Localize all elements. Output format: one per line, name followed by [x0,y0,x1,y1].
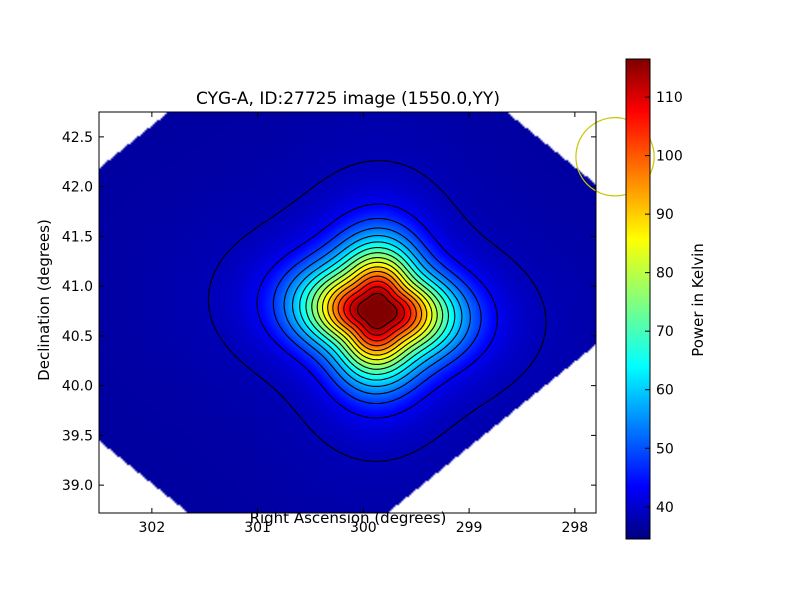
colorbar-ticks: 40 50 60 70 80 90 100 110 [645,90,683,516]
contour-line [332,270,423,352]
colorbar-tick-label: 100 [656,149,683,165]
x-tick-label: 298 [561,520,588,536]
plot-area: 302 301 300 299 298 39.0 39.5 40.0 40.5 41.0 41.5… [62,111,655,536]
y-axis-ticks: 39.0 39.5 40.0 40.5 41.0 41.5 42.0 42.5 [62,130,596,494]
contour-line [321,261,433,361]
contour-line [283,227,471,395]
colorbar-label: Power in Kelvin [689,243,707,357]
colorbar: 40 50 60 70 80 90 100 110 Power in Kelvin [625,58,707,540]
x-axis-label: Right Ascension (degrees) [250,509,447,527]
colorbar-tick-label: 110 [656,90,683,106]
y-tick-label: 42.5 [62,130,93,146]
x-tick-label: 300 [350,520,377,536]
y-tick-label: 39.5 [62,428,93,444]
colorbar-tick-label: 80 [656,266,674,282]
y-tick-label: 40.5 [62,329,93,345]
y-axis-label: Declination (degrees) [35,219,53,381]
colorbar-fill [625,58,651,540]
contour-line [356,292,398,330]
colorbar-tick-label: 90 [656,207,674,223]
contour-line [316,257,438,365]
contour-line [207,160,547,462]
y-tick-label: 40.0 [62,379,93,395]
plot-frame [98,111,597,514]
contour-line [343,280,412,342]
contour-line [327,266,428,356]
y-tick-label: 42.0 [62,180,93,196]
x-tick-label: 302 [139,520,166,536]
y-tick-label: 41.5 [62,229,93,245]
contour-line [299,241,456,381]
heatmap-image [99,112,596,513]
colorbar-tick-label: 60 [656,383,674,399]
x-axis-ticks: 302 301 300 299 298 [139,112,588,536]
chart-title: CYG-A, ID:27725 image (1550.0,YY) [196,89,500,109]
y-tick-label: 39.0 [62,478,93,494]
x-tick-label: 299 [456,520,483,536]
x-tick-label: 301 [244,520,271,536]
contour-line [311,252,444,370]
colorbar-tick-label: 70 [656,324,674,340]
contour-line [291,235,463,387]
contour-line [337,275,417,347]
contour-line [349,286,405,336]
contour-line [305,246,450,376]
colorbar-tick-label: 50 [656,441,674,457]
beam-circle [575,117,655,197]
y-tick-label: 41.0 [62,279,93,295]
contour-line [256,203,498,419]
contour-lines [207,160,547,462]
contour-line [272,217,482,405]
colorbar-tick-label: 40 [656,500,674,516]
